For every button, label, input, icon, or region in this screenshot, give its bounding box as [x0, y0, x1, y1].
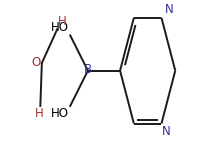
Text: H: H — [35, 107, 44, 120]
Text: B: B — [84, 63, 92, 76]
Text: H: H — [58, 16, 67, 29]
Text: HO: HO — [51, 107, 69, 120]
Text: N: N — [165, 3, 173, 16]
Text: O: O — [32, 56, 41, 69]
Text: N: N — [162, 125, 171, 138]
Text: HO: HO — [51, 21, 69, 34]
